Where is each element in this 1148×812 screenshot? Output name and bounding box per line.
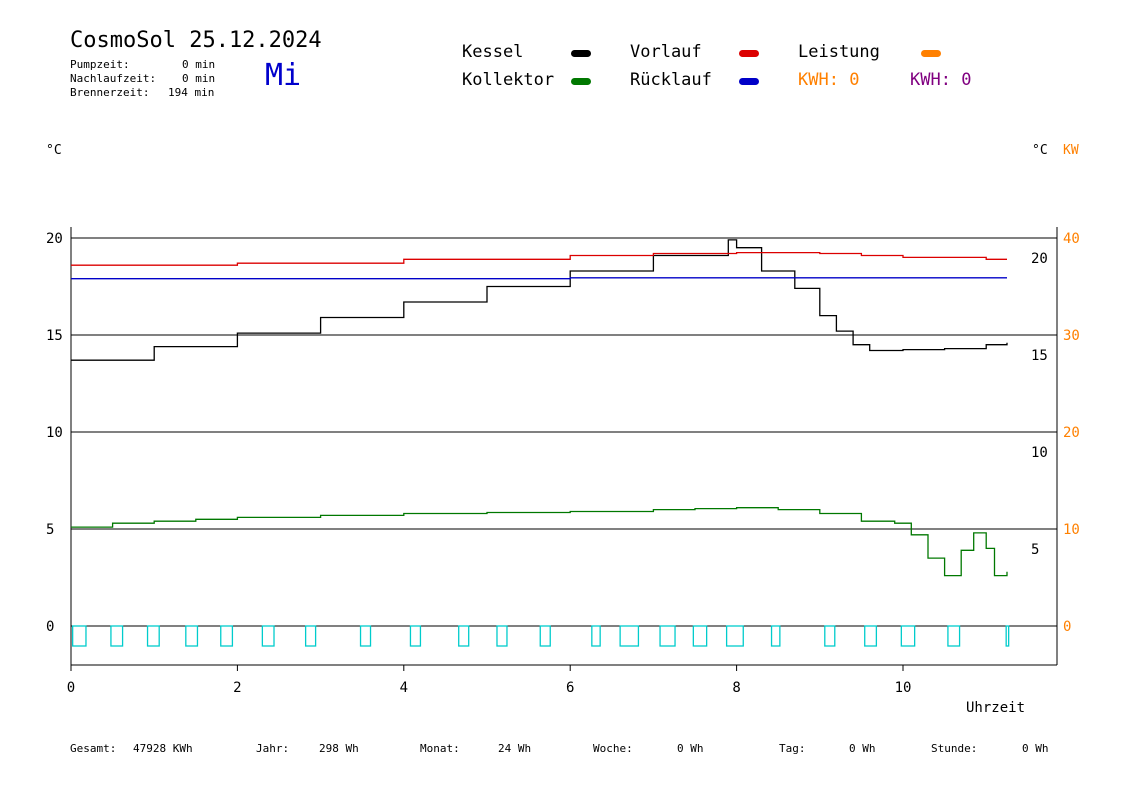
legend-kollektor-label: Kollektor bbox=[462, 70, 555, 90]
pump-pulse bbox=[725, 625, 744, 647]
pump-pulse bbox=[110, 625, 124, 647]
right-axis-unit-kw: KW bbox=[1063, 143, 1079, 158]
pump-pulse bbox=[496, 625, 508, 647]
legend-vorlauf-swatch bbox=[739, 50, 759, 57]
pump-pulse bbox=[72, 625, 87, 647]
kwh1-readout: KWH: 0 bbox=[798, 70, 859, 90]
x-tick-label: 6 bbox=[566, 680, 574, 696]
x-tick-label: 0 bbox=[67, 680, 75, 696]
legend-vorlauf-label: Vorlauf bbox=[630, 42, 702, 62]
nachlaufzeit-label: Nachlaufzeit: bbox=[70, 72, 157, 85]
series-line-kollektor bbox=[71, 507, 1008, 577]
footer-monat-value: 24 Wh bbox=[498, 742, 532, 755]
chart-axes bbox=[70, 227, 1058, 666]
pump-pulse bbox=[770, 625, 781, 647]
kwh1-value: 0 bbox=[849, 70, 860, 90]
footer-gesamt-value: 47928 KWh bbox=[133, 742, 193, 755]
kwh2-label: KWH: bbox=[910, 70, 951, 90]
left-axis-unit: °C bbox=[46, 143, 62, 158]
legend-ruecklauf-swatch bbox=[739, 78, 759, 85]
pump-pulse bbox=[458, 625, 470, 647]
legend-kollektor-swatch bbox=[571, 78, 591, 85]
pumpzeit-label: Pumpzeit: bbox=[70, 58, 130, 71]
legend-leistung-label: Leistung bbox=[798, 42, 880, 62]
footer-woche-label: Woche: bbox=[593, 742, 633, 755]
right-c-tick-label: 5 bbox=[1031, 542, 1039, 558]
legend-kessel-label: Kessel bbox=[462, 42, 524, 62]
pump-pulse bbox=[539, 625, 551, 647]
right-kw-tick-label: 20 bbox=[1063, 425, 1080, 441]
series-line-rcklauf bbox=[71, 277, 1007, 280]
pump-pulse bbox=[659, 625, 676, 647]
right-kw-tick-label: 40 bbox=[1063, 231, 1080, 247]
right-kw-tick-label: 0 bbox=[1063, 619, 1071, 635]
kwh2-readout: KWH: 0 bbox=[910, 70, 971, 90]
right-axis-unit-c: °C bbox=[1032, 143, 1048, 158]
right-kw-tick-label: 10 bbox=[1063, 522, 1080, 538]
legend-leistung-swatch bbox=[921, 50, 941, 57]
kwh2-value: 0 bbox=[961, 70, 972, 90]
pumpzeit-value: 0 min bbox=[182, 58, 216, 71]
x-tick-label: 10 bbox=[895, 680, 912, 696]
nachlaufzeit-value: 0 min bbox=[182, 72, 216, 85]
pump-pulse bbox=[824, 625, 836, 647]
left-tick-label: 20 bbox=[46, 231, 63, 247]
pump-pulse bbox=[1005, 625, 1010, 647]
pump-pulse bbox=[146, 625, 160, 647]
right-c-tick-label: 15 bbox=[1031, 348, 1048, 364]
right-kw-tick-label: 30 bbox=[1063, 328, 1080, 344]
x-tick-label: 8 bbox=[732, 680, 740, 696]
pump-pulse bbox=[359, 625, 372, 647]
x-axis-label: Uhrzeit bbox=[966, 700, 1026, 716]
footer-monat-label: Monat: bbox=[420, 742, 460, 755]
pump-pulse bbox=[947, 625, 961, 647]
series-line-kessel bbox=[71, 239, 1008, 361]
footer-stunde-value: 0 Wh bbox=[1022, 742, 1049, 755]
left-tick-label: 15 bbox=[46, 328, 63, 344]
series-lines bbox=[71, 239, 1008, 577]
pump-pulse bbox=[591, 625, 601, 647]
footer-stunde-label: Stunde: bbox=[931, 742, 978, 755]
x-tick-label: 2 bbox=[233, 680, 241, 696]
brennerzeit-label: Brennerzeit: bbox=[70, 86, 150, 99]
footer-jahr-label: Jahr: bbox=[256, 742, 290, 755]
right-c-tick-label: 10 bbox=[1031, 445, 1048, 461]
pump-pulse bbox=[409, 625, 422, 647]
pump-pulse bbox=[185, 625, 199, 647]
left-tick-label: 10 bbox=[46, 425, 63, 441]
pump-pulse bbox=[692, 625, 708, 647]
pump-pulses bbox=[72, 625, 1010, 647]
pump-pulse bbox=[864, 625, 878, 647]
legend-kessel-swatch bbox=[571, 50, 591, 57]
x-tick-label: 4 bbox=[400, 680, 408, 696]
page-title: CosmoSol 25.12.2024 bbox=[70, 28, 322, 53]
pump-pulse bbox=[900, 625, 916, 647]
left-tick-label: 5 bbox=[46, 522, 54, 538]
tick-labels: 0 2 4 6 8 10 0 5 10 15 20 5 10 15 20 0 10 20 30 40 bbox=[46, 231, 1080, 696]
series-line-vorlauf bbox=[71, 251, 1007, 266]
kwh1-label: KWH: bbox=[798, 70, 839, 90]
brennerzeit-value: 194 min bbox=[168, 86, 215, 99]
pump-pulse bbox=[261, 625, 275, 647]
weekday-label: Mi bbox=[265, 58, 302, 93]
pump-pulse bbox=[220, 625, 234, 647]
pump-pulse bbox=[619, 625, 640, 647]
footer-gesamt-label: Gesamt: bbox=[70, 742, 117, 755]
footer-woche-value: 0 Wh bbox=[677, 742, 704, 755]
legend-ruecklauf-label: Rücklauf bbox=[630, 70, 712, 90]
right-c-tick-label: 20 bbox=[1031, 251, 1048, 267]
footer-tag-label: Tag: bbox=[779, 742, 806, 755]
left-tick-label: 0 bbox=[46, 619, 54, 635]
footer-tag-value: 0 Wh bbox=[849, 742, 876, 755]
pump-pulse bbox=[304, 625, 317, 647]
footer-jahr-value: 298 Wh bbox=[319, 742, 359, 755]
grid-lines bbox=[71, 237, 1057, 530]
